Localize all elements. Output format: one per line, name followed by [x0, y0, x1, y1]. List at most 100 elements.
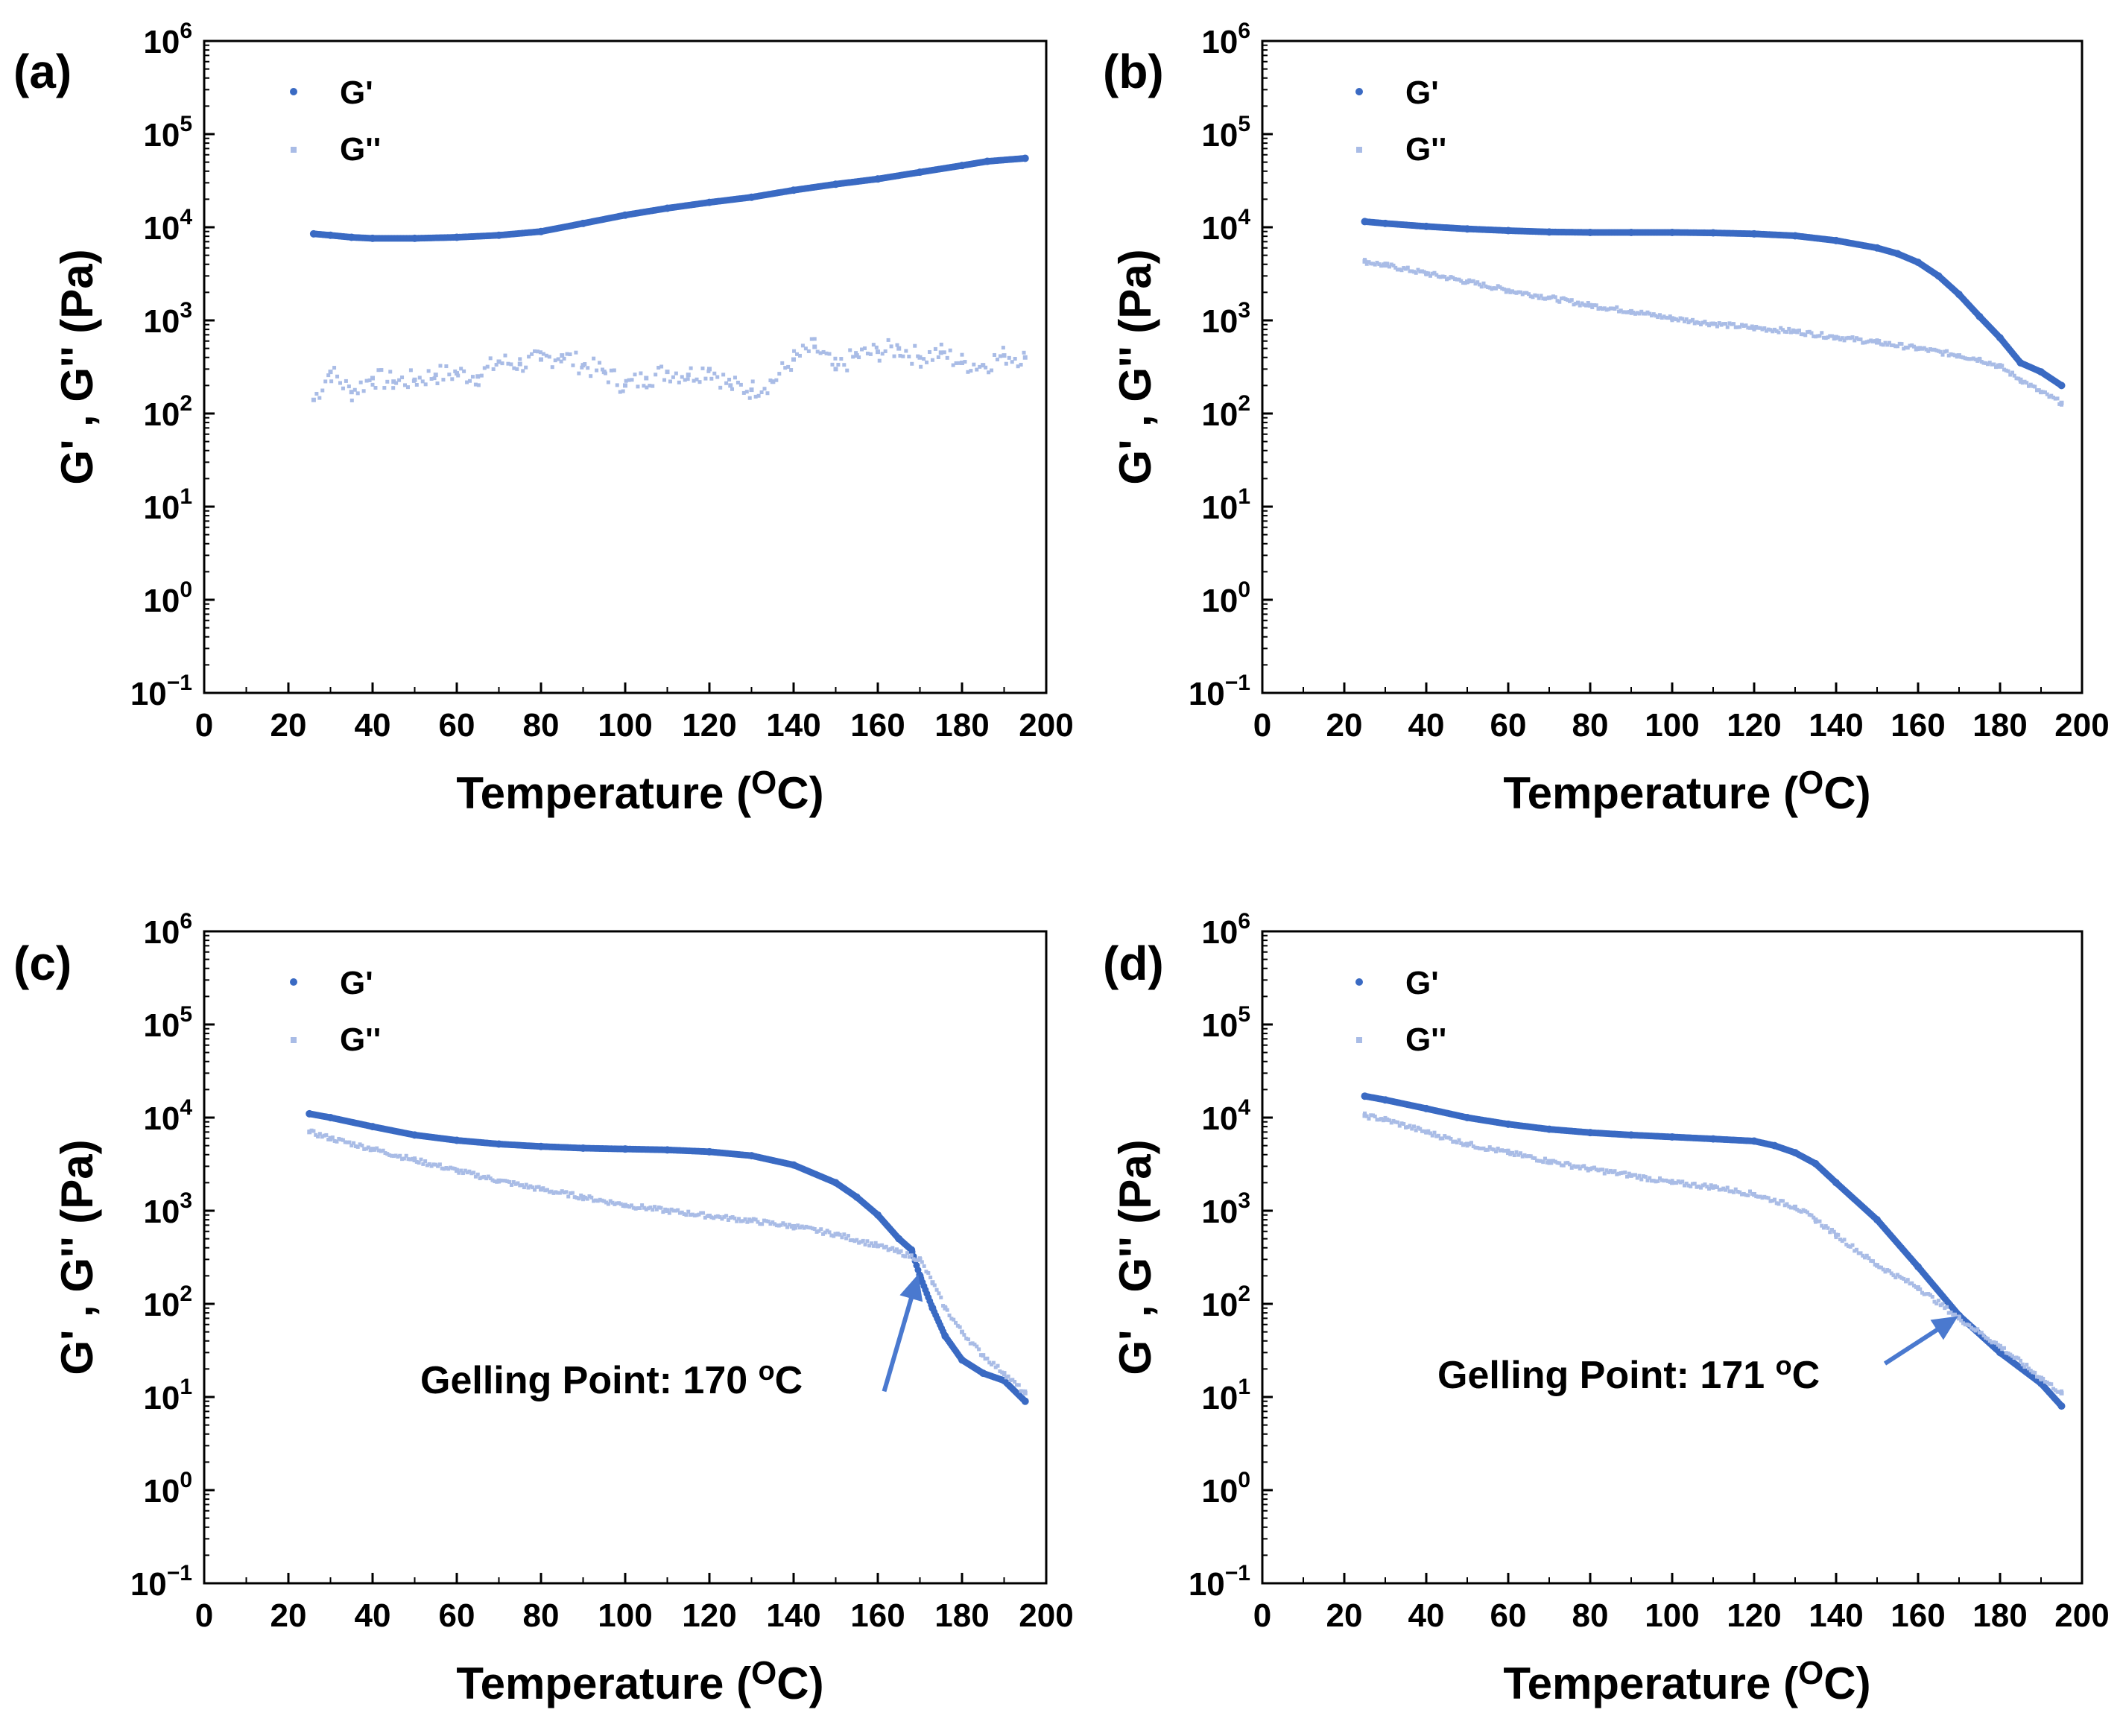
- g-prime-data-point: [663, 204, 671, 212]
- g-double-prime-point: [648, 1206, 653, 1210]
- g-double-prime-point: [316, 1134, 320, 1138]
- g-double-prime-point: [1937, 1299, 1940, 1303]
- g-double-prime-point: [653, 1205, 657, 1209]
- g-double-prime-data-point: [496, 359, 502, 364]
- g-double-prime-point: [1373, 1114, 1377, 1118]
- g-prime-data-point: [347, 233, 355, 241]
- g-double-prime-point: [888, 1247, 893, 1252]
- x-tick-label: 60: [1490, 707, 1527, 744]
- g-double-prime-point: [1637, 1173, 1642, 1178]
- g-double-prime-point: [317, 1132, 322, 1136]
- g-double-prime-data-point: [475, 374, 481, 379]
- g-double-prime-point: [815, 349, 820, 354]
- g-double-prime-point: [434, 1162, 438, 1167]
- g-double-prime-data-point: [960, 360, 964, 365]
- g-prime-data-point: [790, 1161, 797, 1169]
- g-double-prime-point: [850, 1238, 855, 1242]
- g-double-prime-point: [587, 1194, 592, 1199]
- g-double-prime-point: [1840, 1239, 1844, 1244]
- g-double-prime-point: [718, 385, 723, 390]
- g-double-prime-point: [972, 1343, 977, 1347]
- x-tick-label: 40: [355, 707, 391, 744]
- g-double-prime-point: [505, 1179, 510, 1184]
- g-double-prime-point: [804, 1224, 809, 1229]
- x-tick-label: 20: [1326, 707, 1363, 744]
- g-double-prime-point: [962, 1333, 966, 1337]
- g-double-prime-point: [1768, 328, 1773, 332]
- g-double-prime-point: [1607, 1170, 1611, 1174]
- g-double-prime-point: [1576, 1164, 1580, 1168]
- g-double-prime-point: [759, 390, 764, 394]
- g-double-prime-point: [554, 1190, 558, 1194]
- g-double-prime-point: [1539, 294, 1543, 298]
- g-double-prime-data-point: [938, 350, 943, 355]
- g-double-prime-point: [1691, 317, 1695, 322]
- y-tick-label: 104: [143, 1095, 192, 1137]
- g-double-prime-point: [343, 1140, 347, 1144]
- g-double-prime-point: [556, 357, 560, 361]
- g-double-prime-point: [408, 368, 413, 373]
- g-prime-data-point: [1361, 1092, 1369, 1100]
- g-double-prime-point: [674, 1208, 678, 1213]
- g-double-prime-point: [1461, 281, 1465, 285]
- g-double-prime-point: [1522, 1153, 1527, 1157]
- g-double-prime-point: [898, 353, 902, 358]
- g-double-prime-point: [1013, 1380, 1017, 1384]
- g-double-prime-point: [1863, 340, 1867, 345]
- g-double-prime-point: [630, 378, 634, 382]
- g-double-prime-point: [927, 349, 931, 354]
- g-double-prime-point: [427, 1162, 431, 1166]
- g-double-prime-point: [335, 1139, 339, 1144]
- g-double-prime-point: [1388, 1118, 1391, 1123]
- g-double-prime-point: [1899, 1276, 1904, 1280]
- g-double-prime-point: [2012, 373, 2016, 378]
- g-double-prime-point: [1440, 1136, 1445, 1141]
- g-double-prime-point: [682, 1212, 686, 1217]
- g-double-prime-point: [818, 351, 823, 355]
- g-double-prime-point: [391, 386, 396, 390]
- g-double-prime-point: [1869, 338, 1873, 343]
- g-double-prime-point: [1801, 1208, 1806, 1212]
- x-axis-title: Temperature (OC): [1503, 764, 1870, 818]
- g-double-prime-point: [1469, 1141, 1473, 1145]
- g-double-prime-point: [461, 1171, 465, 1176]
- g-double-prime-point: [1684, 317, 1689, 321]
- g-double-prime-point: [535, 349, 540, 354]
- g-double-prime-point: [1856, 1251, 1861, 1255]
- g-double-prime-point: [432, 376, 437, 381]
- g-double-prime-point: [728, 1215, 733, 1220]
- g-double-prime-point: [1537, 296, 1541, 300]
- g-double-prime-data-point: [328, 370, 333, 375]
- g-double-prime-point: [1817, 334, 1822, 338]
- g-prime-data-point: [747, 1152, 756, 1160]
- g-double-prime-point: [1686, 320, 1691, 325]
- g-double-prime-point: [724, 1214, 729, 1218]
- g-double-prime-point: [537, 1185, 541, 1189]
- g-double-prime-data-point: [1465, 279, 1469, 285]
- g-double-prime-point: [1437, 274, 1440, 279]
- g-double-prime-point: [756, 393, 761, 398]
- g-double-prime-point: [1732, 1190, 1736, 1194]
- g-double-prime-point: [1963, 1322, 1967, 1327]
- g-double-prime-point: [425, 1163, 429, 1168]
- g-double-prime-point: [1858, 337, 1863, 341]
- g-double-prime-point: [2022, 379, 2027, 384]
- g-double-prime-point: [344, 378, 348, 383]
- g-double-prime-data-point: [981, 363, 986, 368]
- g-double-prime-point: [2047, 1381, 2051, 1386]
- g-double-prime-point: [1399, 268, 1404, 273]
- g-double-prime-point: [447, 373, 452, 377]
- g-double-prime-point: [441, 378, 446, 382]
- g-double-prime-point: [689, 366, 693, 370]
- annotation-arrowhead: [1930, 1316, 1958, 1340]
- g-double-prime-data-point: [770, 379, 775, 384]
- g-double-prime-point: [2028, 1369, 2033, 1373]
- g-double-prime-data-point: [644, 376, 649, 381]
- g-double-prime-point: [848, 348, 852, 352]
- g-double-prime-point: [677, 1211, 682, 1215]
- g-double-prime-point: [405, 385, 410, 390]
- g-double-prime-point: [960, 352, 964, 357]
- g-double-prime-data-point: [930, 1280, 935, 1285]
- g-double-prime-point: [566, 1194, 571, 1199]
- g-double-prime-point: [1363, 1111, 1367, 1115]
